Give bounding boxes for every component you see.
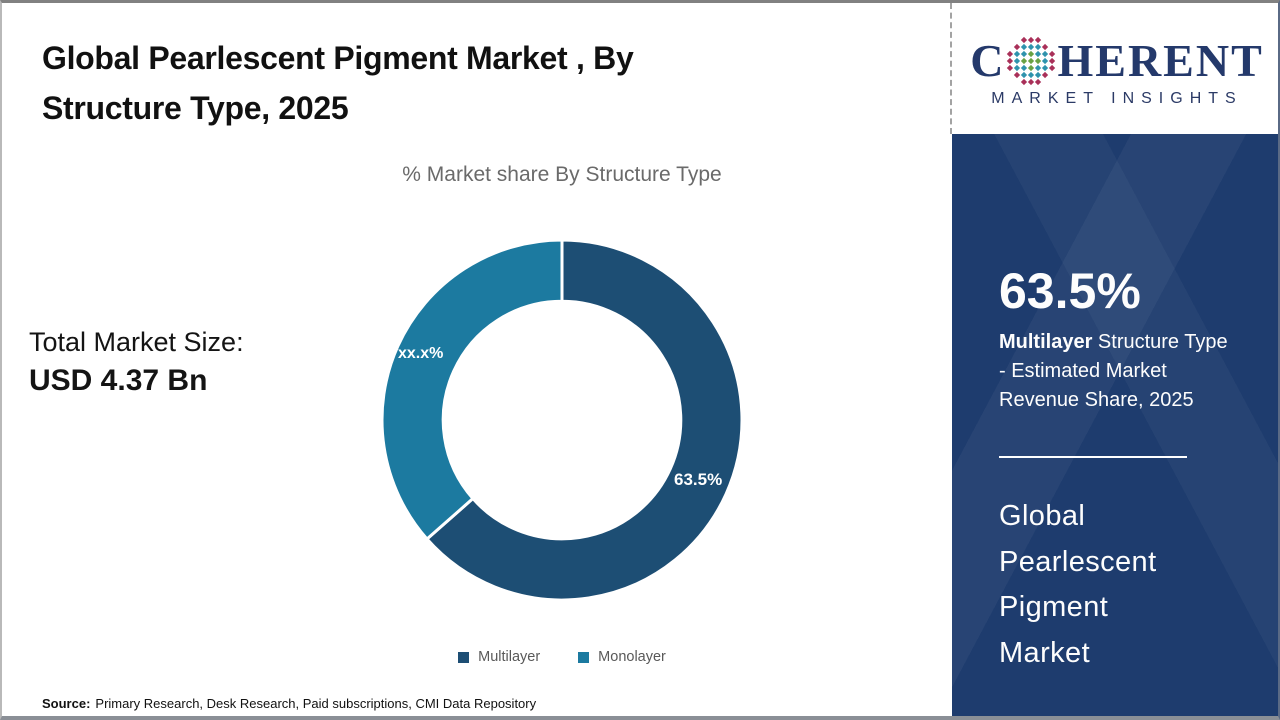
slice-label-monolayer: xx.x% [398,345,444,362]
sidebar-panel: 63.5% Multilayer Structure Type - Estima… [952,134,1278,716]
market-name-line: Pigment [999,591,1109,623]
brand-logo: C HERENT MARKET INSIGHTS [950,3,1278,134]
donut-chart-svg [380,238,744,602]
market-name: Global Pearlescent Pigment Market [999,494,1157,676]
slice-label-multilayer: 63.5% [674,470,723,489]
stat-line1: Multilayer Structure Type [999,328,1259,357]
chart-legend: Multilayer Monolayer [162,649,962,665]
market-name-line: Global [999,500,1086,532]
source-line: Source: Primary Research, Desk Research, … [42,696,536,711]
legend-marker [458,651,470,663]
legend-marker [578,651,590,663]
stat-line1-rest: Structure Type [1092,331,1228,353]
sidebar-divider [999,456,1187,458]
sidebar: C HERENT MARKET INSIGHTS 63.5% Multilaye… [950,3,1278,716]
legend-item-monolayer: Monolayer [578,649,666,665]
donut-chart [380,238,744,602]
total-market-size-label: Total Market Size: [29,327,244,357]
brand-logo-c: C [970,34,1006,86]
market-name-line: Pearlescent [999,545,1157,578]
globe-dots-icon [1007,36,1056,85]
stat-line3: Revenue Share, 2025 [999,389,1194,411]
stat-line2: - Estimated Market [999,360,1167,382]
brand-logo-tagline: MARKET INSIGHTS [991,89,1243,107]
total-market-size-value: USD 4.37 Bn [29,364,208,397]
page-title: Global Pearlescent Pigment Market , By S… [42,33,802,133]
donut-slice-multilayer [425,238,744,602]
donut-slice-monolayer [380,238,564,541]
brand-logo-rest: HERENT [1057,34,1264,86]
stat-description: Multilayer Structure Type - Estimated Ma… [999,328,1259,415]
legend-item-multilayer: Multilayer [458,649,540,665]
total-market-size: Total Market Size: USD 4.37 Bn [29,327,244,398]
source-prefix: Source: [42,696,91,711]
legend-label: Multilayer [478,649,541,665]
chart-subtitle: % Market share By Structure Type [402,163,722,186]
brand-logo-wordmark: C HERENT [970,36,1264,86]
stat-line1-bold: Multilayer [999,331,1093,353]
market-name-line: Market [999,636,1091,669]
page-title-line2: Structure Type, 2025 [42,90,349,126]
source-text: Primary Research, Desk Research, Paid su… [95,696,537,711]
stat-value: 63.5% [999,263,1141,319]
legend-label: Monolayer [598,649,666,665]
page-title-line1: Global Pearlescent Pigment Market , By [42,40,634,76]
